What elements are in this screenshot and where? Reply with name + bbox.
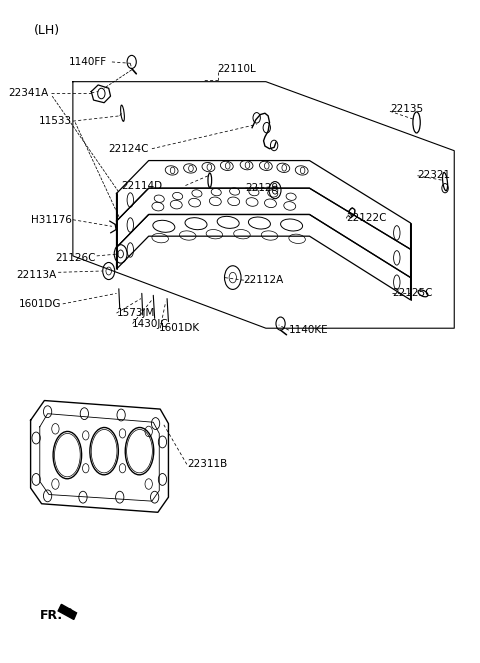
Text: 22135: 22135 <box>390 104 423 114</box>
Text: 22122C: 22122C <box>346 213 387 223</box>
Text: 22124C: 22124C <box>108 144 149 154</box>
Text: 1573JM: 1573JM <box>117 308 155 318</box>
Text: 21126C: 21126C <box>55 253 96 263</box>
Text: 22321: 22321 <box>418 170 451 180</box>
Text: (LH): (LH) <box>34 24 60 37</box>
Text: 1430JC: 1430JC <box>132 319 168 329</box>
Text: 22125C: 22125C <box>392 288 432 298</box>
Text: 11533: 11533 <box>39 116 72 126</box>
Text: 1140KE: 1140KE <box>289 325 328 335</box>
Text: 1601DG: 1601DG <box>19 299 61 309</box>
Text: 22341A: 22341A <box>9 88 49 98</box>
Text: 22129: 22129 <box>245 183 278 193</box>
Text: 22112A: 22112A <box>243 275 283 285</box>
Polygon shape <box>58 605 76 619</box>
Text: FR.: FR. <box>40 609 63 622</box>
Text: 22113A: 22113A <box>16 270 57 280</box>
Text: 1140FF: 1140FF <box>69 57 108 67</box>
Text: H31176: H31176 <box>31 215 72 225</box>
Text: 22114D: 22114D <box>121 180 162 190</box>
Text: 1601DK: 1601DK <box>159 324 200 333</box>
Text: 22311B: 22311B <box>188 459 228 469</box>
Text: 22110L: 22110L <box>217 64 256 74</box>
